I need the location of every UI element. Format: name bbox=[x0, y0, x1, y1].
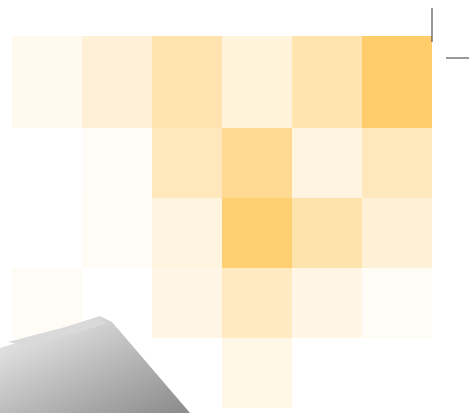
chart bbox=[0, 0, 469, 413]
heatmap-cell bbox=[292, 128, 362, 198]
heatmap-cell bbox=[152, 36, 222, 128]
heatmap-cell bbox=[82, 36, 152, 128]
heatmap-cell bbox=[362, 338, 432, 408]
heatmap-cell bbox=[82, 198, 152, 268]
heatmap-cell bbox=[362, 128, 432, 198]
heatmap-cell bbox=[362, 198, 432, 268]
heatmap-cell bbox=[222, 268, 292, 338]
heatmap-cell bbox=[12, 36, 82, 128]
heatmap-cell bbox=[292, 338, 362, 408]
heatmap-cell bbox=[362, 36, 432, 128]
heatmap-cell bbox=[362, 268, 432, 338]
heatmap-cell bbox=[222, 338, 292, 408]
heatmap-cell bbox=[222, 128, 292, 198]
heatmap-cell bbox=[12, 198, 82, 268]
heatmap-cell bbox=[292, 268, 362, 338]
heatmap-cell bbox=[82, 128, 152, 198]
heatmap-cell bbox=[292, 36, 362, 128]
heatmap-cell bbox=[152, 128, 222, 198]
heatmap-cell bbox=[12, 128, 82, 198]
heatmap-cell bbox=[292, 198, 362, 268]
heatmap-cell bbox=[152, 268, 222, 338]
heatmap-cell bbox=[222, 36, 292, 128]
heatmap-cell bbox=[222, 198, 292, 268]
heatmap-cell bbox=[152, 198, 222, 268]
